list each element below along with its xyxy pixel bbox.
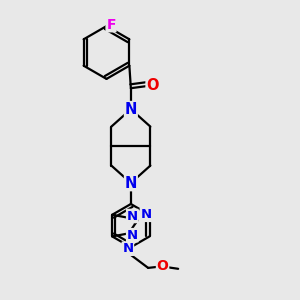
Text: N: N <box>125 102 137 117</box>
Text: N: N <box>127 209 138 223</box>
Text: N: N <box>122 242 134 255</box>
Text: O: O <box>157 260 169 273</box>
Text: N: N <box>127 229 138 242</box>
Text: F: F <box>106 18 116 32</box>
Text: N: N <box>140 208 152 221</box>
Text: O: O <box>146 78 159 93</box>
Text: N: N <box>125 176 137 190</box>
